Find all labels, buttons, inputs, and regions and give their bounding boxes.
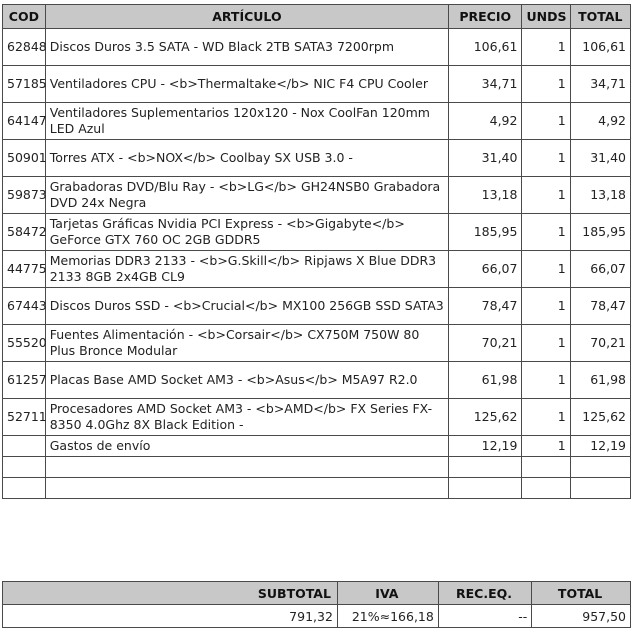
table-row: 50901 Torres ATX - <b>NOX</b> Coolbay SX… — [2, 139, 632, 177]
col-header-unds: UNDS — [521, 4, 571, 29]
cell-total: 66,07 — [569, 250, 632, 288]
receq-value: -- — [437, 604, 533, 628]
cell-precio: 61,98 — [448, 361, 523, 399]
iva-value: 21%≈166,18 — [336, 604, 439, 628]
cell-precio: 66,07 — [448, 250, 523, 288]
cell-total: 78,47 — [569, 287, 632, 325]
cell-unds: 1 — [521, 102, 571, 140]
cell-articulo: Tarjetas Gráficas Nvidia PCI Express - <… — [44, 213, 450, 251]
cell-precio: 12,19 — [448, 435, 523, 457]
cell-unds: 1 — [521, 250, 571, 288]
cell-articulo: Memorias DDR3 2133 - <b>G.Skill</b> Ripj… — [44, 250, 450, 288]
cell-unds: 1 — [521, 139, 571, 177]
cell-unds: 1 — [521, 176, 571, 214]
total-value: 957,50 — [531, 604, 631, 628]
cell-unds: 1 — [521, 324, 571, 362]
cell-articulo: Ventiladores Suplementarios 120x120 - No… — [44, 102, 450, 140]
subtotal-label: SUBTOTAL — [2, 581, 338, 605]
cell-unds: 1 — [521, 435, 571, 457]
cell-unds: 1 — [521, 361, 571, 399]
cell-cod: 55520 — [2, 324, 47, 362]
table-row: 64147 Ventiladores Suplementarios 120x12… — [2, 102, 632, 140]
table-row: 58472 Tarjetas Gráficas Nvidia PCI Expre… — [2, 213, 632, 251]
subtotal-value: 791,32 — [2, 604, 338, 628]
cell-articulo: Fuentes Alimentación - <b>Corsair</b> CX… — [44, 324, 450, 362]
cell-precio: 185,95 — [448, 213, 523, 251]
col-header-precio: PRECIO — [448, 4, 523, 29]
cell-precio: 34,71 — [448, 65, 523, 103]
table-row: 55520 Fuentes Alimentación - <b>Corsair<… — [2, 324, 632, 362]
cell-articulo: Ventiladores CPU - <b>Thermaltake</b> NI… — [44, 65, 450, 103]
totals-header-row: SUBTOTAL IVA REC.EQ. TOTAL — [2, 581, 631, 605]
cell-precio: 13,18 — [448, 176, 523, 214]
cell-cod: 62848 — [2, 28, 47, 66]
col-header-articulo: ARTÍCULO — [44, 4, 450, 29]
cell-precio: 106,61 — [448, 28, 523, 66]
cell-total: 125,62 — [569, 398, 632, 436]
table-row: 59873 Grabadoras DVD/Blu Ray - <b>LG</b>… — [2, 176, 632, 214]
table-row: 44775 Memorias DDR3 2133 - <b>G.Skill</b… — [2, 250, 632, 288]
cell-unds: 1 — [521, 287, 571, 325]
cell-articulo: Procesadores AMD Socket AM3 - <b>AMD</b>… — [44, 398, 450, 436]
cell-cod: 61257 — [2, 361, 47, 399]
cell-articulo: Gastos de envío — [44, 435, 450, 457]
items-table: COD ARTÍCULO PRECIO UNDS TOTAL 62848 Dis… — [2, 4, 632, 499]
cell-cod: 52711 — [2, 398, 47, 436]
cell-precio: 125,62 — [448, 398, 523, 436]
table-row: 67443 Discos Duros SSD - <b>Crucial</b> … — [2, 287, 632, 325]
col-header-total: TOTAL — [569, 4, 632, 29]
cell-total: 70,21 — [569, 324, 632, 362]
cell-unds: 1 — [521, 65, 571, 103]
header-row: COD ARTÍCULO PRECIO UNDS TOTAL — [2, 4, 632, 29]
cell-total: 34,71 — [569, 65, 632, 103]
cell-precio: 4,92 — [448, 102, 523, 140]
cell-total: 12,19 — [569, 435, 632, 457]
cell-cod: 44775 — [2, 250, 47, 288]
cell-cod: 67443 — [2, 287, 47, 325]
cell-total: 185,95 — [569, 213, 632, 251]
cell-precio: 70,21 — [448, 324, 523, 362]
table-row: 52711 Procesadores AMD Socket AM3 - <b>A… — [2, 398, 632, 436]
cell-total: 31,40 — [569, 139, 632, 177]
cell-precio: 78,47 — [448, 287, 523, 325]
cell-cod: 64147 — [2, 102, 47, 140]
cell-unds: 1 — [521, 398, 571, 436]
cell-total: 13,18 — [569, 176, 632, 214]
table-row: 62848 Discos Duros 3.5 SATA - WD Black 2… — [2, 28, 632, 66]
col-header-cod: COD — [2, 4, 46, 29]
cell-cod: 58472 — [2, 213, 47, 251]
cell-articulo: Torres ATX - <b>NOX</b> Coolbay SX USB 3… — [44, 139, 450, 177]
cell-total: 106,61 — [569, 28, 632, 66]
total-label: TOTAL — [531, 581, 631, 605]
cell-articulo: Placas Base AMD Socket AM3 - <b>Asus</b>… — [44, 361, 450, 399]
cell-articulo: Discos Duros 3.5 SATA - WD Black 2TB SAT… — [44, 28, 450, 66]
receq-label: REC.EQ. — [437, 581, 533, 605]
empty-row — [2, 477, 632, 499]
cell-cod — [2, 435, 46, 457]
cell-cod: 59873 — [2, 176, 47, 214]
cell-total: 61,98 — [569, 361, 632, 399]
cell-total: 4,92 — [569, 102, 632, 140]
cell-cod: 57185 — [2, 65, 47, 103]
table-row: 57185 Ventiladores CPU - <b>Thermaltake<… — [2, 65, 632, 103]
cell-unds: 1 — [521, 213, 571, 251]
iva-label: IVA — [336, 581, 439, 605]
cell-cod: 50901 — [2, 139, 47, 177]
empty-row — [2, 456, 632, 478]
table-row: Gastos de envío 12,19 1 12,19 — [2, 435, 632, 457]
totals-table: SUBTOTAL IVA REC.EQ. TOTAL 791,32 21%≈16… — [2, 581, 631, 628]
table-row: 61257 Placas Base AMD Socket AM3 - <b>As… — [2, 361, 632, 399]
cell-articulo: Discos Duros SSD - <b>Crucial</b> MX100 … — [44, 287, 450, 325]
cell-unds: 1 — [521, 28, 571, 66]
totals-value-row: 791,32 21%≈166,18 -- 957,50 — [2, 604, 631, 628]
cell-precio: 31,40 — [448, 139, 523, 177]
cell-articulo: Grabadoras DVD/Blu Ray - <b>LG</b> GH24N… — [44, 176, 450, 214]
